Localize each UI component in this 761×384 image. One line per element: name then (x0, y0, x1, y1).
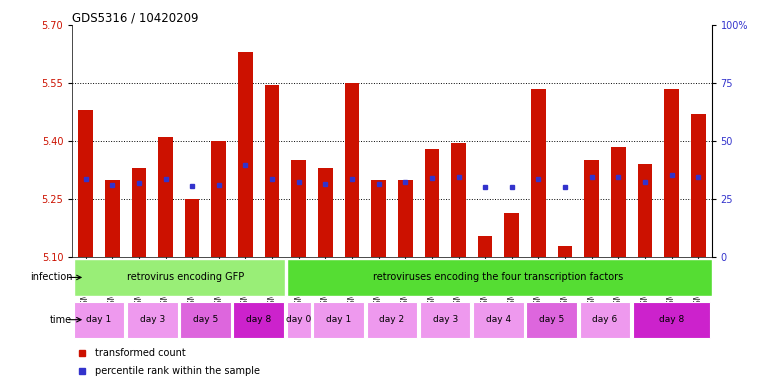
Text: day 4: day 4 (486, 315, 511, 324)
Text: day 1: day 1 (326, 315, 352, 324)
Text: day 8: day 8 (659, 315, 684, 324)
Text: retrovirus encoding GFP: retrovirus encoding GFP (127, 272, 244, 283)
Bar (398, 180, 412, 257)
Bar (638, 164, 652, 257)
FancyBboxPatch shape (527, 301, 577, 338)
Bar (132, 168, 146, 257)
Text: day 5: day 5 (193, 315, 218, 324)
FancyBboxPatch shape (234, 301, 284, 338)
Text: day 5: day 5 (539, 315, 565, 324)
Text: GDS5316 / 10420209: GDS5316 / 10420209 (72, 12, 199, 25)
Text: day 3: day 3 (432, 315, 458, 324)
Bar (265, 85, 279, 257)
FancyBboxPatch shape (287, 259, 712, 296)
Text: day 2: day 2 (379, 315, 405, 324)
Bar (584, 161, 599, 257)
Bar (478, 236, 492, 257)
Bar (345, 83, 359, 257)
Text: transformed count: transformed count (94, 348, 186, 358)
Text: percentile rank within the sample: percentile rank within the sample (94, 366, 260, 376)
Text: day 6: day 6 (592, 315, 618, 324)
Bar (105, 180, 119, 257)
FancyBboxPatch shape (74, 259, 285, 296)
Bar (425, 149, 439, 257)
FancyBboxPatch shape (127, 301, 177, 338)
FancyBboxPatch shape (287, 301, 310, 338)
FancyBboxPatch shape (420, 301, 470, 338)
FancyBboxPatch shape (473, 301, 524, 338)
Bar (664, 89, 679, 257)
Text: infection: infection (30, 272, 72, 283)
Bar (558, 246, 572, 257)
Text: time: time (50, 314, 72, 325)
Bar (318, 168, 333, 257)
FancyBboxPatch shape (367, 301, 417, 338)
Text: day 8: day 8 (246, 315, 272, 324)
Bar (371, 180, 386, 257)
Text: day 0: day 0 (286, 315, 311, 324)
Bar (291, 161, 306, 257)
Bar (451, 143, 466, 257)
Bar (238, 52, 253, 257)
Bar (158, 137, 173, 257)
Bar (531, 89, 546, 257)
FancyBboxPatch shape (314, 301, 364, 338)
Bar (505, 213, 519, 257)
FancyBboxPatch shape (180, 301, 231, 338)
Bar (691, 114, 705, 257)
Text: day 3: day 3 (139, 315, 165, 324)
Bar (212, 141, 226, 257)
Bar (78, 110, 93, 257)
Text: day 1: day 1 (86, 315, 112, 324)
FancyBboxPatch shape (74, 301, 124, 338)
FancyBboxPatch shape (580, 301, 630, 338)
Bar (611, 147, 626, 257)
Bar (185, 199, 199, 257)
Text: retroviruses encoding the four transcription factors: retroviruses encoding the four transcrip… (374, 272, 623, 283)
FancyBboxPatch shape (633, 301, 710, 338)
